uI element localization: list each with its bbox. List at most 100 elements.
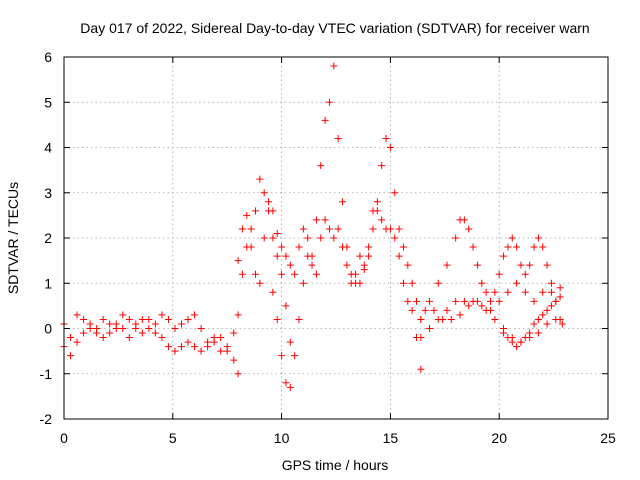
data-point [138,315,146,323]
data-point [265,198,273,206]
data-point [378,216,386,224]
data-point [426,297,434,305]
data-point [251,207,259,215]
x-tick-label: 5 [169,430,177,446]
data-point [234,257,242,265]
data-point [460,216,468,224]
data-point [325,98,333,106]
data-point [508,234,516,242]
data-point [286,383,294,391]
data-point [534,234,542,242]
data-point [125,315,133,323]
y-tick-label: 2 [44,230,52,246]
data-point [386,144,394,151]
data-point [356,279,364,287]
data-point [504,334,512,342]
data-point [547,302,555,310]
data-point [197,325,205,332]
data-point [347,270,355,278]
data-point [508,338,516,346]
y-axis-label: SDTVAR / TECUs [5,182,21,294]
data-point [158,334,166,342]
data-point [373,207,381,215]
data-point [556,293,564,301]
data-point [184,315,192,323]
data-point [495,270,503,278]
data-point [543,261,551,269]
data-point [408,306,416,314]
data-point [547,279,555,287]
data-point [291,352,299,360]
data-point [278,243,286,251]
data-point [230,329,238,337]
data-point [517,338,525,346]
x-tick-label: 10 [274,430,290,446]
data-point [164,315,172,323]
data-point [543,320,551,328]
y-tick-label: -1 [40,366,53,382]
data-point [521,334,529,342]
data-point [204,343,212,351]
data-point [145,315,153,323]
data-point [230,356,238,364]
data-point [530,297,538,305]
data-point [132,320,140,328]
y-tick-label: 6 [44,49,52,65]
data-point [517,261,525,269]
data-point [504,288,512,296]
data-point [473,297,481,305]
data-point [278,270,286,278]
data-point [171,347,179,355]
data-point [452,234,460,242]
data-point [452,297,460,305]
data-point [443,306,451,314]
data-point [447,315,455,323]
data-point [273,229,281,237]
data-point [191,343,199,351]
data-point [478,302,486,310]
data-point [317,234,325,242]
data-point [526,261,534,269]
data-point [382,134,390,142]
data-point [317,162,325,170]
data-point [278,352,286,360]
data-point [413,297,421,305]
data-point [513,243,521,251]
data-point [151,329,159,337]
data-point [295,315,303,323]
data-point [178,343,186,351]
data-point [539,243,547,251]
x-tick-label: 25 [600,430,616,446]
data-point [500,329,508,337]
data-point [417,334,425,342]
x-tick-label: 15 [383,430,399,446]
series-trace-6 [417,279,564,342]
data-point [399,243,407,251]
data-point [223,347,231,355]
series-trace-3 [234,62,425,323]
data-point [378,162,386,170]
data-point [325,225,333,233]
data-point [521,288,529,296]
data-point [504,243,512,251]
data-point [93,325,101,332]
data-point [330,234,338,242]
data-point [247,225,255,233]
data-point [482,288,490,296]
series-trace-1 [60,175,294,355]
data-point [391,234,399,242]
series-trace-8 [500,293,564,351]
data-point [217,334,225,342]
data-point [421,306,429,314]
data-point [334,225,342,233]
tick-labels: 0 5 10 15 20 25 -2 -1 0 1 2 3 4 5 6 [40,49,616,446]
data-point [321,216,329,224]
data-point [443,261,451,269]
data-point [399,279,407,287]
data-point [426,325,434,332]
data-point [552,315,560,323]
data-point [73,311,81,319]
data-point [373,198,381,206]
data-point [469,243,477,251]
data-point [106,320,114,328]
